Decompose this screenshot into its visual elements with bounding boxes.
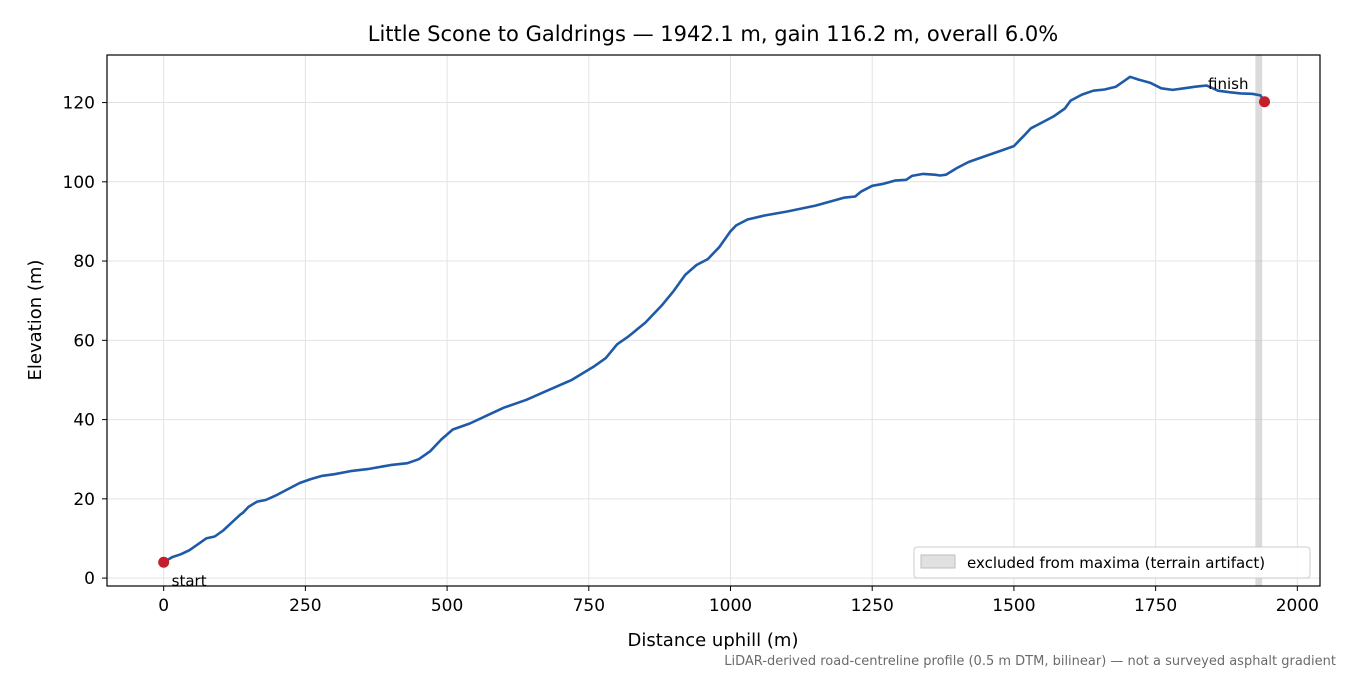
start-label: start (172, 572, 207, 590)
y-tick-label: 0 (84, 569, 95, 589)
excluded-band-layer (1255, 55, 1263, 586)
x-tick-label: 1500 (992, 596, 1035, 616)
x-tick-label: 1750 (1134, 596, 1177, 616)
x-tick-label: 750 (573, 596, 605, 616)
chart-title: Little Scone to Galdrings — 1942.1 m, ga… (368, 22, 1059, 46)
y-tick-label: 40 (73, 411, 95, 431)
legend-swatch (920, 554, 956, 569)
footnote: LiDAR-derived road-centreline profile (0… (724, 654, 1336, 669)
x-tick-label: 250 (289, 596, 321, 616)
y-tick-label: 60 (73, 331, 95, 351)
y-tick-label: 80 (73, 252, 95, 272)
finish-marker (1259, 96, 1271, 108)
finish-label: finish (1208, 75, 1248, 93)
x-tick-label: 0 (158, 596, 169, 616)
elevation-profile-line (162, 75, 1266, 564)
x-tick-label: 1000 (709, 596, 752, 616)
tick-layer: 0 250 500 750 1000 1250 1500 1750 2000 0 20 40 60 80 1… (63, 94, 1319, 616)
plot-frame (106, 54, 1321, 587)
y-axis-label: Elevation (m) (25, 260, 46, 381)
legend: excluded from maxima (terrain artifact) (913, 546, 1311, 579)
y-tick-label: 100 (63, 173, 95, 193)
legend-label: excluded from maxima (terrain artifact) (967, 554, 1265, 572)
y-tick-label: 20 (73, 490, 95, 510)
series-layer (162, 75, 1266, 564)
x-tick-label: 1250 (851, 596, 894, 616)
x-tick-label: 500 (431, 596, 463, 616)
start-marker (158, 556, 170, 568)
x-axis-label: Distance uphill (m) (628, 630, 799, 651)
excluded-region-band (1255, 55, 1263, 586)
x-tick-label: 2000 (1276, 596, 1319, 616)
legend-frame (913, 546, 1311, 579)
y-tick-label: 120 (63, 94, 95, 114)
